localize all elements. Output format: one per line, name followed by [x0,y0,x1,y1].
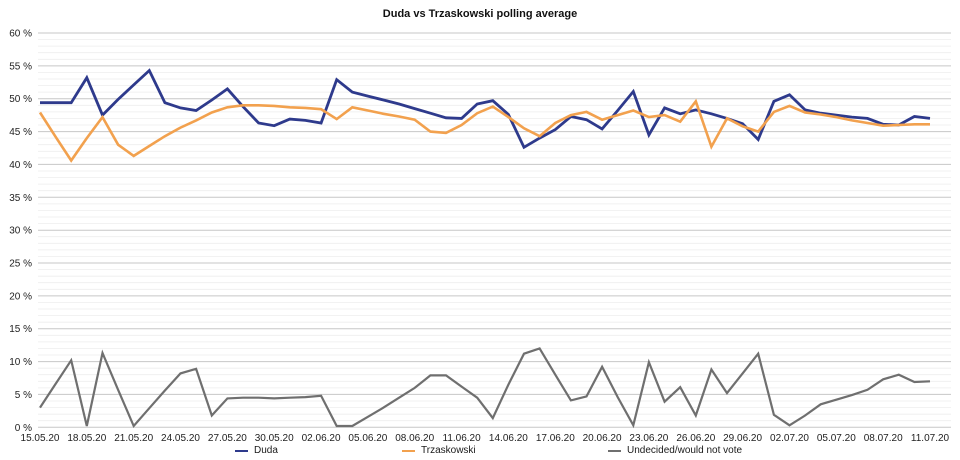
y-tick-label: 20 % [9,291,32,302]
legend-item-duda: Duda [235,445,278,456]
duda-line-swatch [235,449,248,452]
y-tick-label: 30 % [9,226,32,237]
x-tick-label: 14.06.20 [489,433,528,444]
undecided-line-swatch [608,449,621,452]
x-tick-label: 08.07.20 [864,433,903,444]
x-tick-label: 24.05.20 [161,433,200,444]
x-tick-label: 11.06.20 [443,433,482,444]
series-line-duda [40,68,931,150]
y-tick-label: 0 % [15,423,32,434]
series-line-undecided-would-not-vote [39,347,931,429]
y-tick-label: 10 % [9,357,32,368]
y-tick-label: 25 % [9,259,32,270]
legend-item-trzaskowski: Trzaskowski [402,445,476,456]
x-tick-label: 21.05.20 [114,433,153,444]
x-tick-label: 15.05.20 [21,433,60,444]
chart-title: Duda vs Trzaskowski polling average [382,8,578,20]
x-tick-label: 02.07.20 [770,433,809,444]
x-tick-label: 20.06.20 [583,433,622,444]
y-tick-label: 40 % [9,160,32,171]
x-tick-label: 30.05.20 [255,433,294,444]
x-tick-label: 11.07.20 [911,433,950,444]
x-tick-label: 26.06.20 [676,433,715,444]
x-axis-labels: 15.05.20 18.05.20 21.05.20 24.05.20 27.05.20… [21,433,950,444]
series-line-trzaskowski [38,98,930,163]
legend-label-undecided: Undecided/would not vote [627,445,743,456]
y-tick-label: 60 % [9,29,32,40]
x-tick-label: 05.07.20 [817,433,856,444]
y-tick-label: 50 % [9,94,32,105]
y-tick-label: 15 % [9,324,32,335]
gridlines [38,32,951,428]
chart-legend: Duda Trzaskowski Undecided/would not vot… [0,445,960,459]
x-tick-label: 23.06.20 [629,433,668,444]
x-tick-label: 18.05.20 [67,433,106,444]
y-tick-label: 35 % [9,193,32,204]
x-tick-label: 08.06.20 [395,433,434,444]
x-tick-label: 27.05.20 [208,433,247,444]
y-axis-labels: 0 % 5 % 10 % 15 % 20 % 25 % 30 % 35 % 40 % 45 % 50… [9,29,32,434]
trzaskowski-line-swatch [402,449,415,452]
x-tick-label: 17.06.20 [536,433,575,444]
x-tick-label: 29.06.20 [723,433,762,444]
x-tick-label: 02.06.20 [302,433,341,444]
y-tick-label: 55 % [9,61,32,72]
legend-item-undecided: Undecided/would not vote [608,445,742,456]
y-tick-label: 45 % [9,127,32,138]
legend-label-duda: Duda [254,445,278,456]
y-tick-label: 5 % [15,390,32,401]
x-tick-label: 05.06.20 [348,433,387,444]
legend-label-trzaskowski: Trzaskowski [421,445,476,456]
